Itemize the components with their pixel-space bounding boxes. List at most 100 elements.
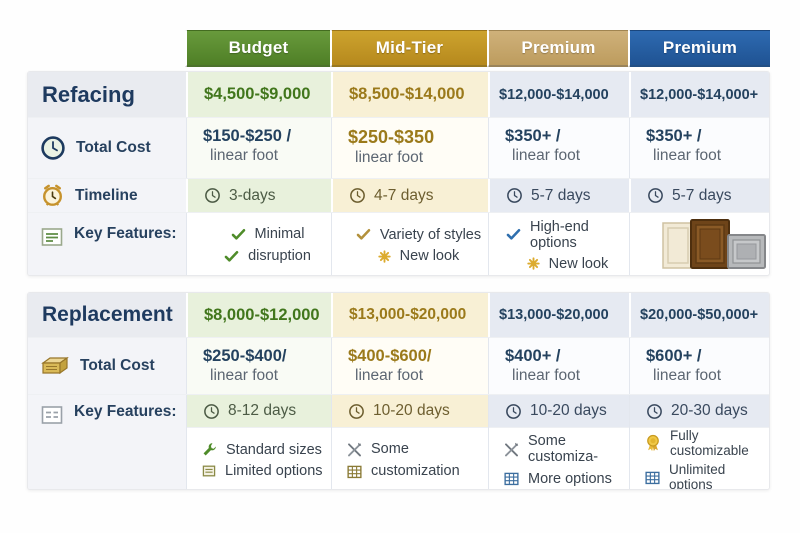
refacing-total-cost-label-cell: Total Cost <box>28 118 186 178</box>
refacing-timeline-premium-2: 5-7 days <box>629 179 769 212</box>
cost-amount: $150-$250 / <box>203 127 292 145</box>
grid-icon <box>346 463 363 480</box>
feature-text: customization <box>371 463 460 479</box>
refacing-timeline-label: Timeline <box>75 186 138 204</box>
clock-icon <box>348 403 365 420</box>
refacing-table: Refacing $4,500-$9,000 $8,500-$14,000 $1… <box>27 71 770 276</box>
days-value: 10-20 days <box>530 402 607 419</box>
star-icon <box>377 249 392 264</box>
cost-amount: $400+ / <box>505 347 561 365</box>
refacing-total-cost-premium-2: $350+ / linear foot <box>629 118 769 178</box>
comparison-content: Budget Mid-Tier Premium Premium Refacing… <box>27 30 770 490</box>
replacement-features-premium-2: 20-30 days Fully customizable Unlimited … <box>629 395 769 490</box>
replacement-title-cell: Replacement <box>28 293 186 337</box>
clock-icon <box>204 187 221 204</box>
feature-list: Some customiza- More options <box>489 428 629 489</box>
feature-text: Some <box>371 441 409 457</box>
replacement-total-cost-mid-tier: $400-$600/ linear foot <box>331 338 488 394</box>
column-headers: Budget Mid-Tier Premium Premium <box>27 30 770 67</box>
refacing-total-cost-budget: $150-$250 / linear foot <box>186 118 331 178</box>
list-icon <box>40 225 64 249</box>
refacing-timeline-label-cell: Timeline <box>28 179 186 212</box>
column-header-mid-tier: Mid-Tier <box>330 30 487 67</box>
feature-text: High-end options <box>530 218 589 251</box>
refacing-price-premium-2: $12,000-$14,000+ <box>629 72 769 117</box>
list-icon <box>40 403 64 427</box>
replacement-total-cost-row: Total Cost $250-$400/ linear foot $400-$… <box>28 338 769 395</box>
days-value: 8-12 days <box>228 402 297 419</box>
refacing-key-features-row: Key Features: Minimal disruption Variety… <box>28 213 769 275</box>
cost-amount: $250-$350 <box>348 127 435 147</box>
refacing-total-cost-premium-1: $350+ / linear foot <box>488 118 629 178</box>
feature-text: New look <box>548 255 609 272</box>
column-header-premium-1: Premium <box>487 30 628 67</box>
refacing-price-budget: $4,500-$9,000 <box>186 72 331 117</box>
header-spacer <box>27 30 185 67</box>
refacing-timeline-mid-tier: 4-7 days <box>331 179 488 212</box>
feature-text: More options <box>528 470 612 487</box>
timeline-value: 3-days <box>229 186 276 204</box>
feature-list: Fully customizable Unlimited options <box>630 428 769 490</box>
cost-unit: linear foot <box>210 367 279 384</box>
feature-list: Some customization <box>332 428 488 489</box>
days-strip: 10-20 days <box>489 395 629 428</box>
cabinet-doors-image <box>661 218 767 270</box>
timeline-value: 5-7 days <box>531 186 591 204</box>
cost-amount: $350+ / <box>505 127 561 145</box>
replacement-total-cost-budget: $250-$400/ linear foot <box>186 338 331 394</box>
replacement-title: Replacement <box>42 303 173 326</box>
clock-icon <box>646 403 663 420</box>
feature-text: Minimal <box>254 226 305 242</box>
replacement-table: Replacement $8,000-$12,000 $13,000-$20,0… <box>27 292 770 490</box>
replacement-features-mid-tier: 10-20 days Some customization <box>331 395 488 489</box>
feature-text: Variety of styles <box>379 226 482 243</box>
replacement-price-mid-tier: $13,000-$20,000 <box>331 293 488 337</box>
refacing-timeline-row: Timeline 3-days 4-7 days 5-7 days 5-7 da… <box>28 179 769 213</box>
refacing-total-cost-label: Total Cost <box>76 139 151 156</box>
alarm-clock-icon <box>40 183 65 208</box>
replacement-total-cost-label: Total Cost <box>80 357 155 374</box>
refacing-price-mid-tier: $8,500-$14,000 <box>331 72 488 117</box>
check-icon <box>230 226 247 243</box>
refacing-timeline-premium-1: 5-7 days <box>488 179 629 212</box>
replacement-price-premium-2: $20,000-$50,000+ <box>629 293 769 337</box>
crossed-tools-icon <box>503 441 520 458</box>
feature-text: Standard sizes <box>226 441 322 458</box>
replacement-key-features-row: Key Features: 8-12 days Standard sizes L… <box>28 395 769 489</box>
grid-icon <box>503 470 520 487</box>
cost-unit: linear foot <box>653 147 722 164</box>
refacing-key-features-label-cell: Key Features: <box>28 213 186 275</box>
grid-icon <box>644 469 661 486</box>
replacement-price-premium-1: $13,000-$20,000 <box>488 293 629 337</box>
feature-text: Limited options <box>225 463 323 479</box>
refacing-price-premium-1: $12,000-$14,000 <box>488 72 629 117</box>
feature-text: New look <box>399 248 460 264</box>
refacing-total-cost-row: Total Cost $150-$250 / linear foot $250-… <box>28 118 769 179</box>
wall-clock-icon <box>40 135 66 161</box>
replacement-features-premium-1: 10-20 days Some customiza- More options <box>488 395 629 489</box>
cost-unit: linear foot <box>355 149 424 166</box>
refacing-price-row: Refacing $4,500-$9,000 $8,500-$14,000 $1… <box>28 72 769 118</box>
replacement-price-budget: $8,000-$12,000 <box>186 293 331 337</box>
refacing-total-cost-mid-tier: $250-$350 linear foot <box>331 118 488 178</box>
replacement-key-features-label-cell: Key Features: <box>28 395 186 489</box>
feature-text: Unlimited options <box>669 462 726 490</box>
clock-icon <box>506 187 523 204</box>
cost-unit: linear foot <box>653 367 722 384</box>
star-icon <box>526 256 541 271</box>
cost-amount: $400-$600/ <box>348 347 432 365</box>
cost-amount: $600+ / <box>646 347 702 365</box>
cost-unit: linear foot <box>210 147 279 164</box>
cost-amount: $350+ / <box>646 127 702 145</box>
cost-amount: $250-$400/ <box>203 347 287 365</box>
refacing-title: Refacing <box>42 81 135 107</box>
days-strip: 10-20 days <box>332 395 488 428</box>
clock-icon <box>505 403 522 420</box>
check-icon <box>355 226 372 243</box>
refacing-features-premium-2 <box>629 213 769 275</box>
clock-icon <box>349 187 366 204</box>
cost-unit: linear foot <box>355 367 424 384</box>
clock-icon <box>647 187 664 204</box>
refacing-title-cell: Refacing <box>28 72 186 117</box>
